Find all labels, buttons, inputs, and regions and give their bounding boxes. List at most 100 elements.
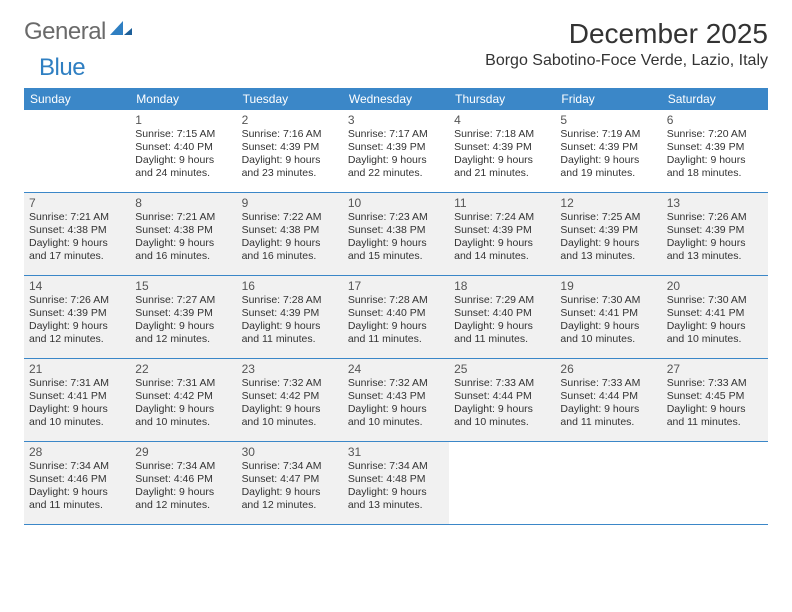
day-cell: 27Sunrise: 7:33 AMSunset: 4:45 PMDayligh… (662, 359, 768, 441)
day-number: 4 (454, 113, 550, 127)
sunrise-text: Sunrise: 7:22 AM (242, 211, 338, 224)
daylight-text: Daylight: 9 hours and 11 minutes. (667, 403, 763, 429)
day-number: 20 (667, 279, 763, 293)
dow-header-row: Sunday Monday Tuesday Wednesday Thursday… (24, 88, 768, 110)
day-number: 22 (135, 362, 231, 376)
week-row: 28Sunrise: 7:34 AMSunset: 4:46 PMDayligh… (24, 442, 768, 525)
day-cell: 10Sunrise: 7:23 AMSunset: 4:38 PMDayligh… (343, 193, 449, 275)
sunrise-text: Sunrise: 7:26 AM (29, 294, 125, 307)
sunrise-text: Sunrise: 7:16 AM (242, 128, 338, 141)
day-number: 5 (560, 113, 656, 127)
daylight-text: Daylight: 9 hours and 11 minutes. (242, 320, 338, 346)
sunrise-text: Sunrise: 7:21 AM (29, 211, 125, 224)
sunrise-text: Sunrise: 7:32 AM (242, 377, 338, 390)
day-number: 3 (348, 113, 444, 127)
day-cell (662, 442, 768, 524)
month-title: December 2025 (485, 18, 768, 50)
daylight-text: Daylight: 9 hours and 13 minutes. (667, 237, 763, 263)
daylight-text: Daylight: 9 hours and 10 minutes. (667, 320, 763, 346)
sunset-text: Sunset: 4:38 PM (242, 224, 338, 237)
day-cell: 23Sunrise: 7:32 AMSunset: 4:42 PMDayligh… (237, 359, 343, 441)
day-number: 21 (29, 362, 125, 376)
week-row: 14Sunrise: 7:26 AMSunset: 4:39 PMDayligh… (24, 276, 768, 359)
day-cell: 29Sunrise: 7:34 AMSunset: 4:46 PMDayligh… (130, 442, 236, 524)
sunrise-text: Sunrise: 7:24 AM (454, 211, 550, 224)
day-cell: 3Sunrise: 7:17 AMSunset: 4:39 PMDaylight… (343, 110, 449, 192)
day-cell: 30Sunrise: 7:34 AMSunset: 4:47 PMDayligh… (237, 442, 343, 524)
sunrise-text: Sunrise: 7:33 AM (454, 377, 550, 390)
day-cell: 2Sunrise: 7:16 AMSunset: 4:39 PMDaylight… (237, 110, 343, 192)
day-number: 1 (135, 113, 231, 127)
sunset-text: Sunset: 4:39 PM (667, 141, 763, 154)
sunset-text: Sunset: 4:39 PM (242, 141, 338, 154)
day-number: 18 (454, 279, 550, 293)
sunrise-text: Sunrise: 7:34 AM (348, 460, 444, 473)
day-number: 10 (348, 196, 444, 210)
day-number: 19 (560, 279, 656, 293)
day-cell: 21Sunrise: 7:31 AMSunset: 4:41 PMDayligh… (24, 359, 130, 441)
title-block: December 2025 Borgo Sabotino-Foce Verde,… (485, 18, 768, 76)
sunrise-text: Sunrise: 7:18 AM (454, 128, 550, 141)
dow-tuesday: Tuesday (237, 88, 343, 110)
daylight-text: Daylight: 9 hours and 12 minutes. (242, 486, 338, 512)
daylight-text: Daylight: 9 hours and 13 minutes. (348, 486, 444, 512)
day-number: 8 (135, 196, 231, 210)
sunset-text: Sunset: 4:42 PM (242, 390, 338, 403)
day-cell: 18Sunrise: 7:29 AMSunset: 4:40 PMDayligh… (449, 276, 555, 358)
daylight-text: Daylight: 9 hours and 23 minutes. (242, 154, 338, 180)
daylight-text: Daylight: 9 hours and 10 minutes. (454, 403, 550, 429)
sunrise-text: Sunrise: 7:15 AM (135, 128, 231, 141)
daylight-text: Daylight: 9 hours and 11 minutes. (560, 403, 656, 429)
sunset-text: Sunset: 4:39 PM (454, 141, 550, 154)
sunrise-text: Sunrise: 7:28 AM (242, 294, 338, 307)
calendar-grid: Sunday Monday Tuesday Wednesday Thursday… (24, 88, 768, 525)
daylight-text: Daylight: 9 hours and 10 minutes. (135, 403, 231, 429)
sunset-text: Sunset: 4:44 PM (560, 390, 656, 403)
brand-part2: Blue (39, 54, 85, 82)
sunset-text: Sunset: 4:39 PM (667, 224, 763, 237)
daylight-text: Daylight: 9 hours and 16 minutes. (135, 237, 231, 263)
sunset-text: Sunset: 4:41 PM (29, 390, 125, 403)
sunrise-text: Sunrise: 7:17 AM (348, 128, 444, 141)
dow-saturday: Saturday (662, 88, 768, 110)
day-number: 2 (242, 113, 338, 127)
sunrise-text: Sunrise: 7:34 AM (242, 460, 338, 473)
sunset-text: Sunset: 4:39 PM (454, 224, 550, 237)
day-number: 7 (29, 196, 125, 210)
daylight-text: Daylight: 9 hours and 12 minutes. (135, 320, 231, 346)
location-subtitle: Borgo Sabotino-Foce Verde, Lazio, Italy (485, 52, 768, 70)
day-number: 29 (135, 445, 231, 459)
daylight-text: Daylight: 9 hours and 10 minutes. (348, 403, 444, 429)
sunrise-text: Sunrise: 7:32 AM (348, 377, 444, 390)
dow-monday: Monday (130, 88, 236, 110)
sunset-text: Sunset: 4:45 PM (667, 390, 763, 403)
day-number: 30 (242, 445, 338, 459)
sunset-text: Sunset: 4:38 PM (348, 224, 444, 237)
sunrise-text: Sunrise: 7:33 AM (560, 377, 656, 390)
sunset-text: Sunset: 4:43 PM (348, 390, 444, 403)
sunset-text: Sunset: 4:48 PM (348, 473, 444, 486)
sunset-text: Sunset: 4:39 PM (242, 307, 338, 320)
daylight-text: Daylight: 9 hours and 16 minutes. (242, 237, 338, 263)
sunrise-text: Sunrise: 7:25 AM (560, 211, 656, 224)
daylight-text: Daylight: 9 hours and 15 minutes. (348, 237, 444, 263)
day-cell: 7Sunrise: 7:21 AMSunset: 4:38 PMDaylight… (24, 193, 130, 275)
day-number: 16 (242, 279, 338, 293)
day-cell: 12Sunrise: 7:25 AMSunset: 4:39 PMDayligh… (555, 193, 661, 275)
brand-logo: General (24, 18, 132, 46)
daylight-text: Daylight: 9 hours and 14 minutes. (454, 237, 550, 263)
day-cell (555, 442, 661, 524)
sunrise-text: Sunrise: 7:26 AM (667, 211, 763, 224)
sunrise-text: Sunrise: 7:34 AM (29, 460, 125, 473)
daylight-text: Daylight: 9 hours and 19 minutes. (560, 154, 656, 180)
daylight-text: Daylight: 9 hours and 10 minutes. (560, 320, 656, 346)
day-number: 14 (29, 279, 125, 293)
sunset-text: Sunset: 4:38 PM (29, 224, 125, 237)
sunrise-text: Sunrise: 7:23 AM (348, 211, 444, 224)
sunrise-text: Sunrise: 7:31 AM (29, 377, 125, 390)
day-cell: 17Sunrise: 7:28 AMSunset: 4:40 PMDayligh… (343, 276, 449, 358)
sunrise-text: Sunrise: 7:27 AM (135, 294, 231, 307)
week-row: 21Sunrise: 7:31 AMSunset: 4:41 PM Dayligh… (24, 359, 768, 442)
sunrise-text: Sunrise: 7:29 AM (454, 294, 550, 307)
daylight-text: Daylight: 9 hours and 21 minutes. (454, 154, 550, 180)
